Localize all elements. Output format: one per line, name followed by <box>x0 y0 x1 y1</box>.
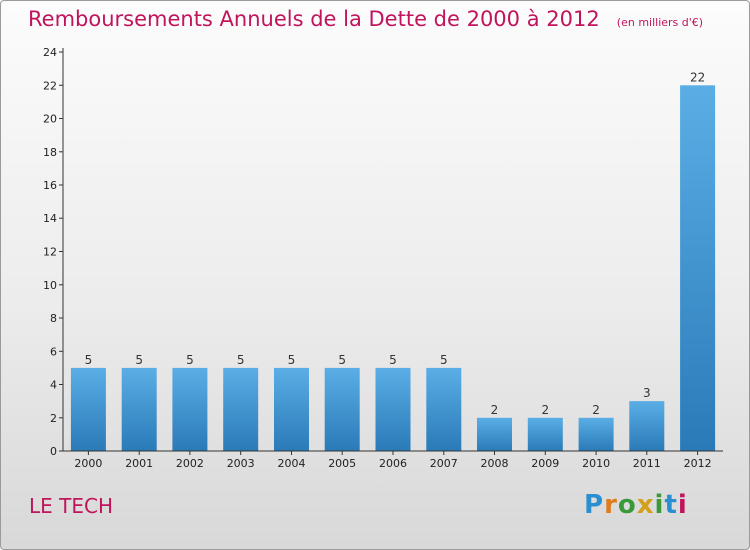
data-label-2008: 2 <box>491 403 499 417</box>
y-tick-label-10: 10 <box>43 279 57 292</box>
data-label-2009: 2 <box>541 403 549 417</box>
bar-2006 <box>375 367 411 451</box>
y-tick-label-16: 16 <box>43 179 57 192</box>
logo-letter: o <box>617 490 637 520</box>
y-tick-label-12: 12 <box>43 246 57 259</box>
x-tick-label-2004: 2004 <box>278 457 306 470</box>
y-tick-label-18: 18 <box>43 146 57 159</box>
bar-2000 <box>70 367 106 451</box>
bar-2012 <box>680 85 716 452</box>
chart-title: Remboursements Annuels de la Dette de 20… <box>28 7 600 31</box>
y-tick-label-14: 14 <box>43 212 57 225</box>
data-label-2010: 2 <box>592 403 600 417</box>
logo-letter: t <box>664 490 678 520</box>
x-tick-label-2008: 2008 <box>481 457 509 470</box>
chart-subtitle: (en milliers d'€) <box>616 16 704 29</box>
bar-2010 <box>578 417 614 452</box>
y-tick-label-6: 6 <box>50 345 57 358</box>
logo-letter: i <box>654 490 665 520</box>
y-tick-label-22: 22 <box>43 79 57 92</box>
x-tick-label-2005: 2005 <box>328 457 356 470</box>
data-label-2003: 5 <box>237 353 245 367</box>
x-tick-label-2003: 2003 <box>227 457 255 470</box>
y-tick-label-20: 20 <box>43 113 57 126</box>
logo-letter: r <box>604 490 618 520</box>
x-tick-label-2010: 2010 <box>582 457 610 470</box>
data-label-2005: 5 <box>338 353 346 367</box>
data-label-2007: 5 <box>440 353 448 367</box>
bar-2002 <box>172 367 208 451</box>
x-tick-label-2006: 2006 <box>379 457 407 470</box>
x-tick-label-2012: 2012 <box>684 457 712 470</box>
y-tick-label-2: 2 <box>50 412 57 425</box>
x-tick-label-2011: 2011 <box>633 457 661 470</box>
data-label-2011: 3 <box>643 386 651 400</box>
bar-2004 <box>274 367 309 451</box>
bar-2005 <box>324 367 360 451</box>
data-label-2002: 5 <box>186 353 194 367</box>
data-label-2000: 5 <box>85 353 93 367</box>
bar-2008 <box>477 417 512 452</box>
bar-2011 <box>629 401 665 451</box>
bar-2009 <box>527 417 563 452</box>
axis-layer: 2000 2001 2002 2003 2004 2005 2006 2007 2008 2009… <box>43 46 723 470</box>
x-tick-label-2001: 2001 <box>125 457 153 470</box>
x-tick-label-2009: 2009 <box>531 457 559 470</box>
y-tick-label-8: 8 <box>50 312 57 325</box>
logo-letter: P <box>584 490 605 520</box>
y-tick-label-4: 4 <box>50 379 57 392</box>
location-label: LE TECH <box>29 494 113 518</box>
logo-letter: i <box>677 490 688 520</box>
y-tick-label-0: 0 <box>50 445 57 458</box>
data-label-2012: 22 <box>690 70 705 84</box>
x-tick-label-2002: 2002 <box>176 457 204 470</box>
data-label-2001: 5 <box>135 353 143 367</box>
title-row: Remboursements Annuels de la Dette de 20… <box>28 7 703 31</box>
y-tick-label-24: 24 <box>43 46 57 59</box>
x-tick-label-2007: 2007 <box>430 457 458 470</box>
bar-2003 <box>223 367 259 451</box>
bar-2007 <box>426 367 462 451</box>
x-tick-label-2000: 2000 <box>74 457 102 470</box>
data-label-2006: 5 <box>389 353 397 367</box>
proxiti-logo: Proxiti <box>584 490 688 520</box>
logo-letter: x <box>636 490 655 520</box>
data-label-2004: 5 <box>288 353 296 367</box>
bar-2001 <box>121 367 157 451</box>
